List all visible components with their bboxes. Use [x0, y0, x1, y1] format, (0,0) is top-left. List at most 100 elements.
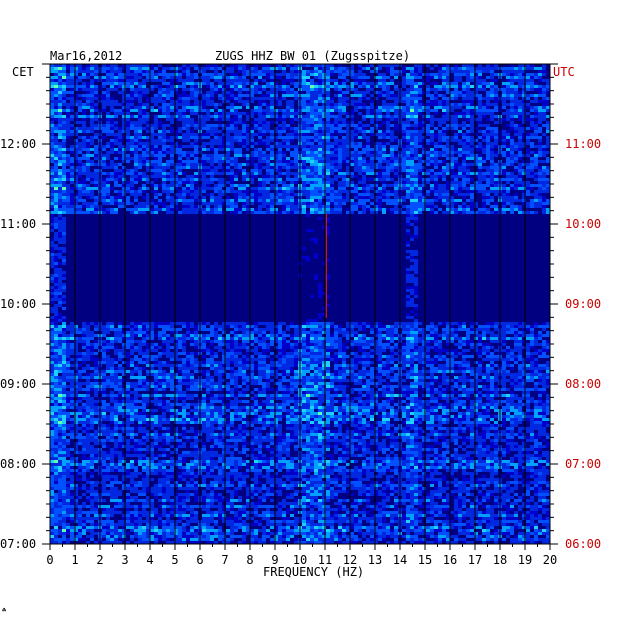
- spectral-cell: [414, 70, 418, 73]
- spectral-cell: [330, 115, 334, 118]
- spectral-cell: [466, 88, 470, 91]
- spectral-cell: [418, 175, 422, 178]
- spectral-cell: [182, 109, 186, 112]
- spectral-cell: [190, 160, 194, 163]
- spectral-cell: [114, 127, 118, 130]
- spectral-cell: [78, 76, 82, 79]
- spectral-cell: [58, 82, 62, 85]
- spectral-cell: [70, 67, 74, 70]
- spectral-cell: [146, 163, 150, 166]
- spectral-cell: [510, 79, 514, 82]
- spectral-cell: [134, 73, 138, 76]
- spectral-cell: [154, 79, 158, 82]
- spectral-cell: [70, 130, 74, 133]
- spectral-cell: [526, 127, 530, 130]
- spectral-cell: [394, 202, 398, 205]
- spectral-cell: [86, 163, 90, 166]
- spectral-cell: [502, 139, 506, 142]
- spectral-cell: [154, 115, 158, 118]
- spectral-cell: [378, 193, 382, 196]
- spectral-cell: [466, 133, 470, 136]
- spectral-cell: [366, 208, 370, 211]
- spectral-cell: [54, 139, 58, 142]
- spectral-cell: [162, 202, 166, 205]
- spectral-cell: [154, 163, 158, 166]
- spectral-cell: [526, 103, 530, 106]
- spectral-cell: [454, 76, 458, 79]
- spectral-cell: [514, 73, 518, 76]
- spectral-cell: [414, 208, 418, 211]
- spectral-cell: [310, 130, 314, 133]
- spectral-cell: [302, 187, 306, 190]
- spectral-cell: [58, 97, 62, 100]
- spectral-cell: [262, 199, 266, 202]
- spectral-cell: [346, 166, 350, 169]
- spectral-cell: [426, 193, 430, 196]
- spectral-cell: [50, 88, 54, 91]
- spectral-cell: [454, 88, 458, 91]
- spectral-cell: [390, 202, 394, 205]
- spectral-cell: [510, 142, 514, 145]
- spectral-cell: [306, 121, 310, 124]
- spectral-cell: [54, 151, 58, 154]
- spectral-cell: [246, 184, 250, 187]
- spectral-cell: [350, 154, 354, 157]
- spectral-cell: [454, 190, 458, 193]
- spectral-cell: [454, 136, 458, 139]
- spectral-cell: [290, 88, 294, 91]
- spectral-cell: [70, 85, 74, 88]
- spectral-cell: [414, 178, 418, 181]
- spectral-cell: [102, 100, 106, 103]
- spectral-cell: [302, 124, 306, 127]
- spectral-cell: [406, 88, 410, 91]
- spectral-cell: [418, 121, 422, 124]
- spectral-cell: [134, 70, 138, 73]
- spectral-cell: [238, 208, 242, 211]
- spectral-cell: [318, 172, 322, 175]
- spectral-cell: [442, 148, 446, 151]
- spectral-cell: [354, 76, 358, 79]
- spectral-cell: [478, 172, 482, 175]
- spectral-cell: [334, 151, 338, 154]
- spectral-cell: [194, 124, 198, 127]
- spectral-cell: [394, 100, 398, 103]
- spectral-cell: [358, 73, 362, 76]
- spectral-cell: [158, 166, 162, 169]
- spectral-cell: [166, 88, 170, 91]
- spectral-cell: [442, 130, 446, 133]
- spectral-cell: [186, 178, 190, 181]
- spectral-cell: [538, 199, 542, 202]
- spectral-cell: [130, 76, 134, 79]
- spectral-cell: [242, 169, 246, 172]
- spectral-cell: [62, 187, 66, 190]
- spectral-cell: [58, 151, 62, 154]
- spectral-cell: [490, 136, 494, 139]
- spectral-cell: [126, 187, 130, 190]
- spectral-cell: [338, 175, 342, 178]
- spectral-cell: [342, 190, 346, 193]
- spectral-cell: [206, 148, 210, 151]
- spectral-cell: [526, 142, 530, 145]
- spectral-cell: [90, 118, 94, 121]
- spectral-cell: [538, 76, 542, 79]
- spectral-cell: [446, 184, 450, 187]
- spectral-cell: [90, 100, 94, 103]
- spectral-cell: [318, 148, 322, 151]
- spectral-cell: [346, 130, 350, 133]
- spectral-cell: [130, 148, 134, 151]
- spectral-cell: [210, 187, 214, 190]
- spectral-cell: [90, 106, 94, 109]
- spectral-cell: [230, 127, 234, 130]
- spectral-cell: [50, 169, 54, 172]
- spectral-cell: [446, 142, 450, 145]
- spectral-cell: [542, 202, 546, 205]
- spectral-cell: [358, 205, 362, 208]
- spectral-cell: [138, 211, 142, 214]
- spectral-cell: [82, 184, 86, 187]
- spectral-cell: [102, 109, 106, 112]
- spectral-cell: [162, 109, 166, 112]
- spectral-cell: [210, 82, 214, 85]
- spectral-cell: [410, 202, 414, 205]
- spectral-cell: [438, 175, 442, 178]
- spectral-cell: [258, 187, 262, 190]
